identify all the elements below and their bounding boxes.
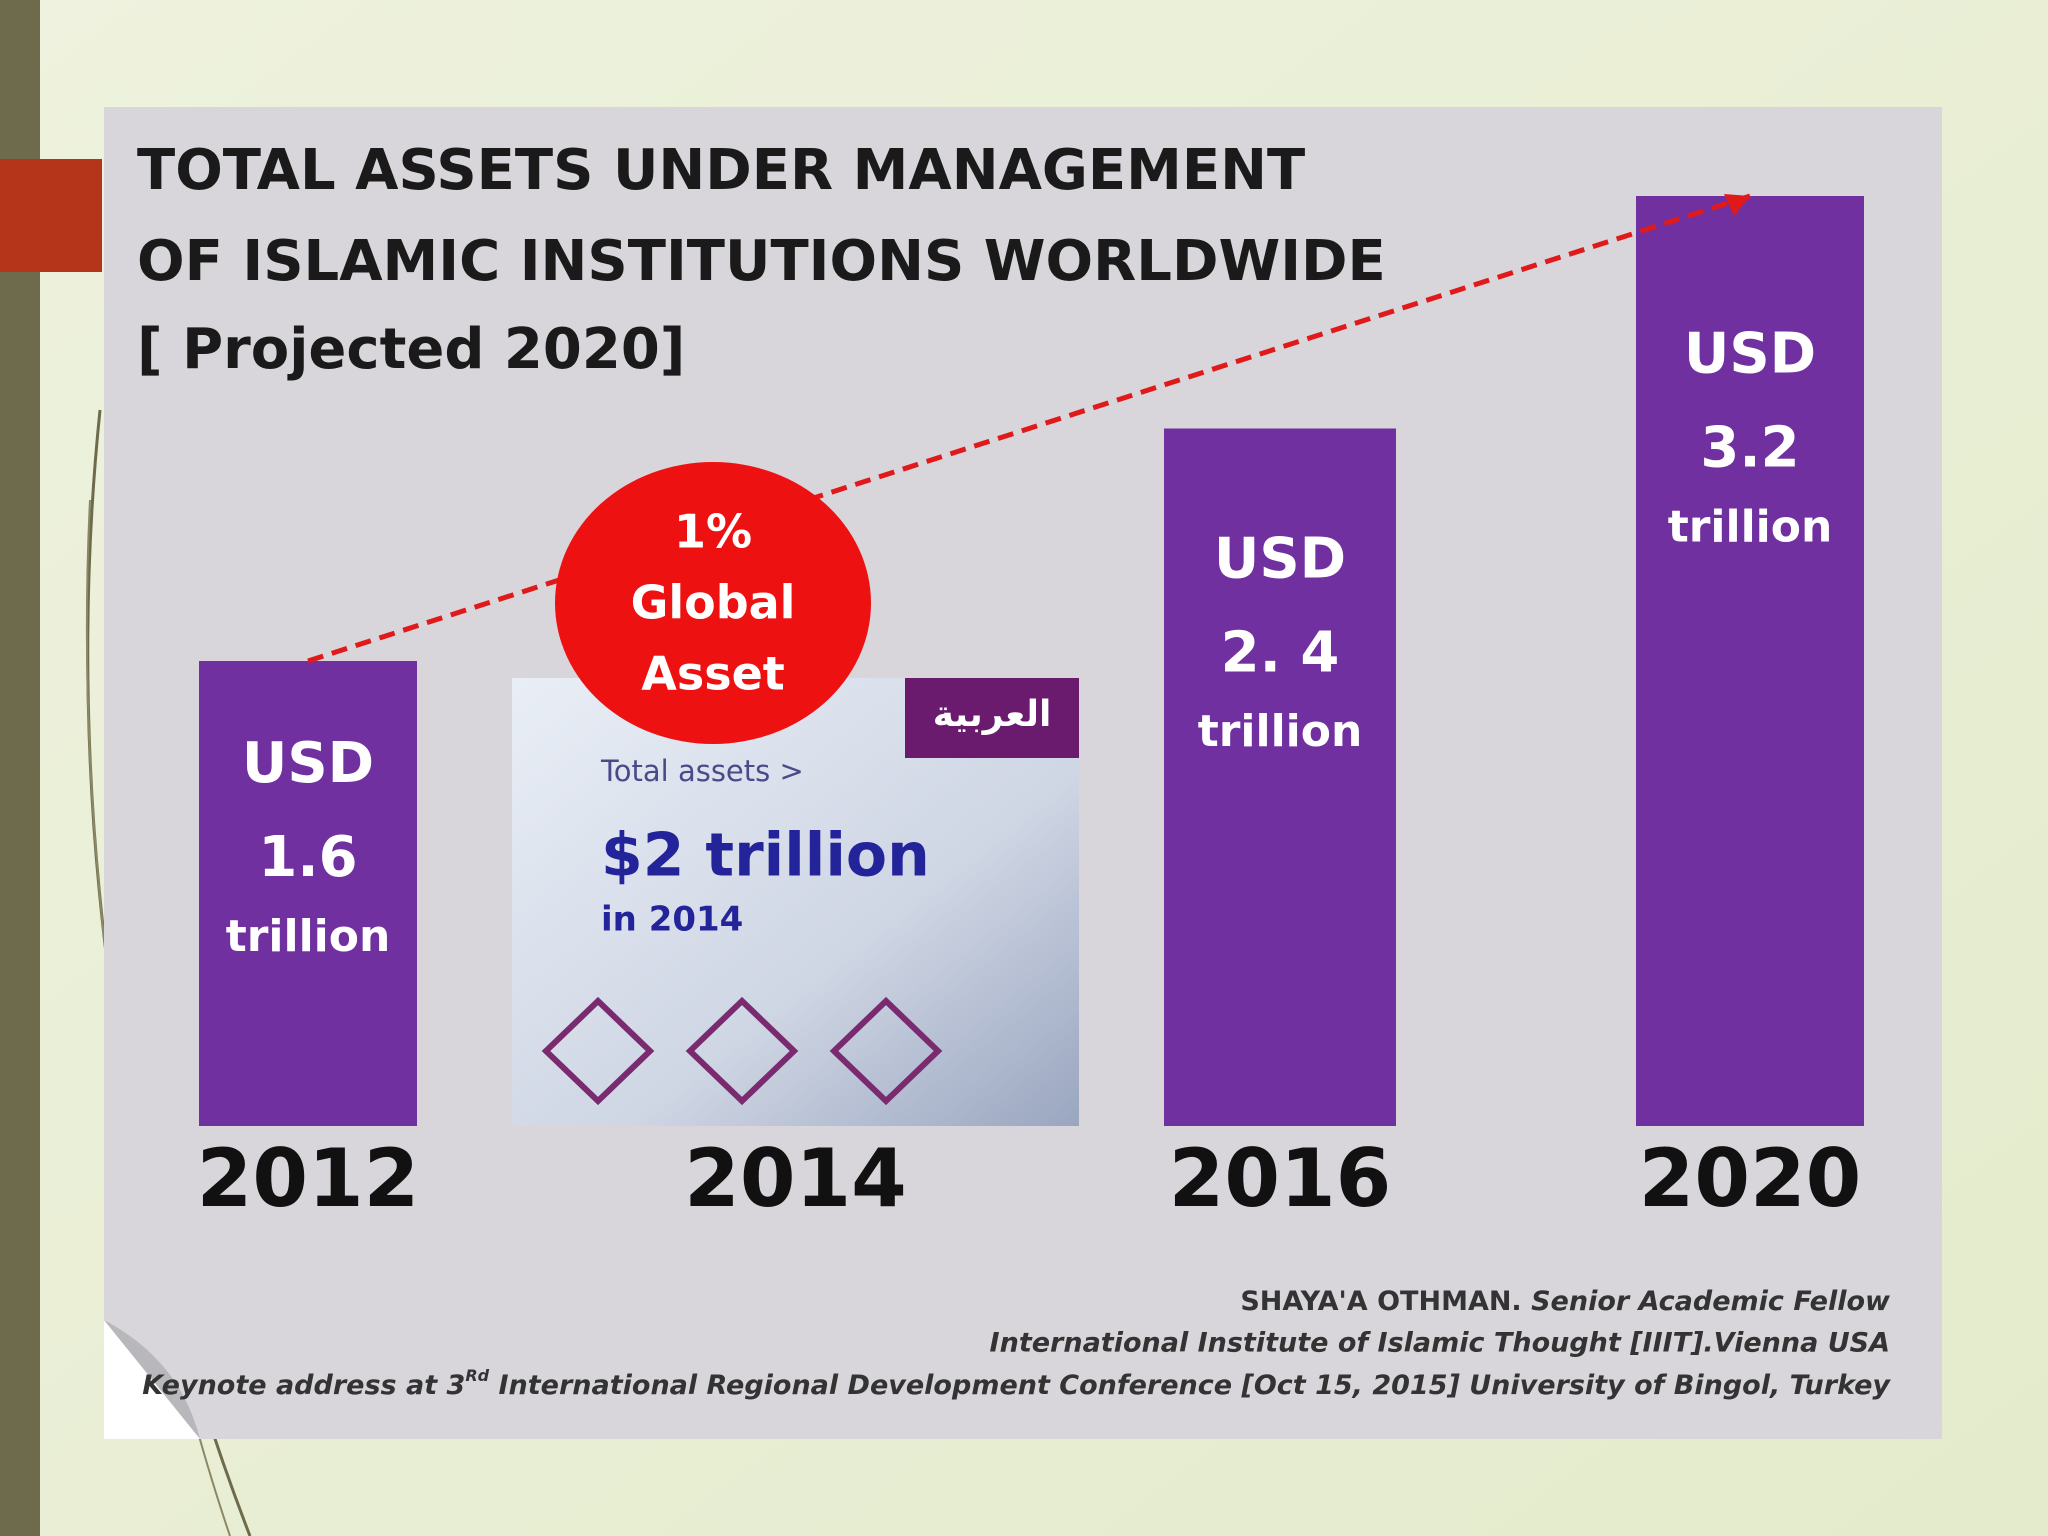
- bar: [199, 661, 417, 1126]
- source-line: International Institute of Islamic Thoug…: [990, 1328, 1890, 1359]
- source-role: Senior Academic Fellow: [1522, 1286, 1891, 1317]
- bar: [1164, 428, 1396, 1126]
- value-label: 2. 4: [1221, 620, 1340, 685]
- source-name: SHAYA'A OTHMAN.: [1240, 1286, 1521, 1317]
- icon: [829, 996, 943, 1106]
- source-line: Keynote address at 3Rd International Reg…: [142, 1366, 1891, 1401]
- inset-text: in 2014: [601, 900, 743, 940]
- annotation-circle: [555, 462, 871, 744]
- trend-line: [307, 193, 1751, 664]
- title-group: TOTAL ASSETS UNDER MANAGEMENT OF ISLAMIC…: [137, 138, 1386, 382]
- inset-icons: [541, 996, 943, 1106]
- x-tick-label: 2020: [1639, 1132, 1862, 1225]
- source-group: SHAYA'A OTHMAN. Senior Academic Fellow I…: [142, 1286, 1891, 1401]
- inset-text: $2 trillion: [601, 821, 930, 891]
- x-tick-label: 2016: [1169, 1132, 1392, 1225]
- trend-arrow: [1724, 194, 1750, 216]
- inset-logo-box: [905, 678, 1079, 758]
- annotation-text: Asset: [641, 647, 785, 701]
- annotation-text: 1%: [674, 505, 752, 559]
- page-curl-fold: [104, 1320, 200, 1439]
- bars: USD 1.6 trillion USD 2. 4 trillion USD 3.2 trill…: [199, 196, 1864, 1126]
- icon: [685, 996, 799, 1106]
- source-sup: Rd: [465, 1366, 489, 1385]
- value-label: USD: [242, 731, 374, 796]
- value-label: 3.2: [1700, 416, 1799, 481]
- annotation-text: Global: [631, 576, 796, 630]
- value-label: trillion: [226, 911, 391, 962]
- inset-text: Total assets >: [600, 754, 804, 788]
- inset-logo: العربية: [933, 694, 1052, 735]
- chart-title: TOTAL ASSETS UNDER MANAGEMENT: [137, 138, 1305, 203]
- value-label: trillion: [1668, 502, 1833, 553]
- value-label: trillion: [1198, 706, 1363, 757]
- source-text: Keynote address at 3: [142, 1370, 465, 1401]
- chart-subtitle: [ Projected 2020]: [137, 317, 685, 382]
- value-label: 1.6: [258, 825, 357, 890]
- x-tick-label: 2012: [197, 1132, 420, 1225]
- value-label: USD: [1214, 526, 1346, 591]
- chart-title: OF ISLAMIC INSTITUTIONS WORLDWIDE: [137, 229, 1386, 294]
- inset-image: العربية Total assets > $2 trillion in 20…: [512, 678, 1079, 1126]
- x-tick-label: 2014: [684, 1132, 907, 1225]
- source-line: SHAYA'A OTHMAN. Senior Academic Fellow: [1240, 1286, 1891, 1317]
- source-text: International Regional Development Confe…: [489, 1370, 1891, 1401]
- value-label: USD: [1684, 322, 1816, 387]
- accent-block: [0, 159, 102, 272]
- icon: [541, 996, 655, 1106]
- bar: [1636, 196, 1864, 1126]
